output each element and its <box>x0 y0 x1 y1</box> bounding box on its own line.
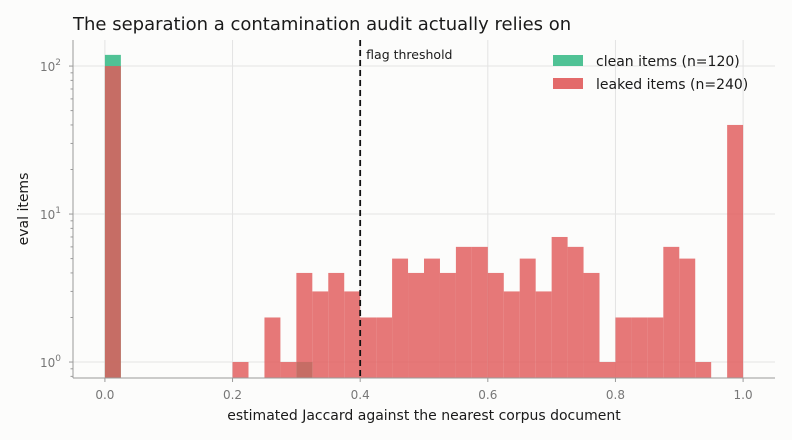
y-tick-label: 102 <box>40 58 61 74</box>
axes <box>69 40 775 382</box>
bar-leaked <box>647 317 664 378</box>
bar-leaked <box>376 317 393 378</box>
x-tick-label: 0.4 <box>351 388 370 402</box>
bar-leaked <box>455 246 472 378</box>
bar-leaked <box>663 246 680 378</box>
bar-leaked <box>567 246 584 378</box>
legend: clean items (n=120) leaked items (n=240) <box>553 54 748 93</box>
bar-leaked <box>599 362 616 378</box>
bar-leaked <box>583 272 600 378</box>
bar-leaked <box>264 317 281 378</box>
bar-leaked <box>312 291 329 378</box>
bar-leaked <box>408 272 424 378</box>
bar-leaked <box>232 362 249 378</box>
bar-leaked <box>631 317 648 378</box>
bar-leaked <box>535 291 552 378</box>
x-tick-label: 1.0 <box>734 388 753 402</box>
x-tick-label: 0.8 <box>606 388 625 402</box>
x-axis-label: estimated Jaccard against the nearest co… <box>227 408 621 424</box>
bar-leaked <box>392 258 409 378</box>
y-tick-label: 101 <box>40 206 61 222</box>
bar-leaked <box>519 258 536 378</box>
legend-swatch-leaked <box>553 78 583 89</box>
legend-label-clean: clean items (n=120) <box>596 54 740 70</box>
threshold-label: flag threshold <box>366 47 452 62</box>
bar-leaked <box>727 124 744 379</box>
bar-leaked <box>503 291 520 378</box>
bars <box>104 54 744 379</box>
chart-title: The separation a contamination audit act… <box>72 14 571 35</box>
x-tick-label: 0.0 <box>95 388 114 402</box>
bar-leaked <box>280 362 297 378</box>
bar-leaked <box>551 236 568 378</box>
bar-leaked <box>695 362 712 378</box>
legend-label-leaked: leaked items (n=240) <box>596 77 748 93</box>
y-axis-label: eval items <box>16 173 32 246</box>
x-tick-label: 0.2 <box>223 388 242 402</box>
bar-leaked <box>360 317 377 378</box>
tick-labels: 0.0 0.2 0.4 0.6 0.8 1.0 100 101 102 <box>40 58 753 402</box>
y-tick-label: 100 <box>40 354 61 370</box>
bar-leaked <box>344 291 361 378</box>
bar-leaked <box>487 272 504 378</box>
x-tick-label: 0.6 <box>478 388 497 402</box>
bar-leaked <box>328 272 345 378</box>
legend-swatch-clean <box>553 55 583 66</box>
bar-leaked <box>471 246 488 378</box>
bar-leaked <box>104 66 121 378</box>
bar-leaked <box>424 258 440 378</box>
bar-leaked <box>296 272 313 378</box>
threshold-marker: flag threshold <box>359 40 452 378</box>
bar-leaked <box>615 317 632 378</box>
bar-leaked <box>439 272 456 378</box>
bar-leaked <box>679 258 696 378</box>
